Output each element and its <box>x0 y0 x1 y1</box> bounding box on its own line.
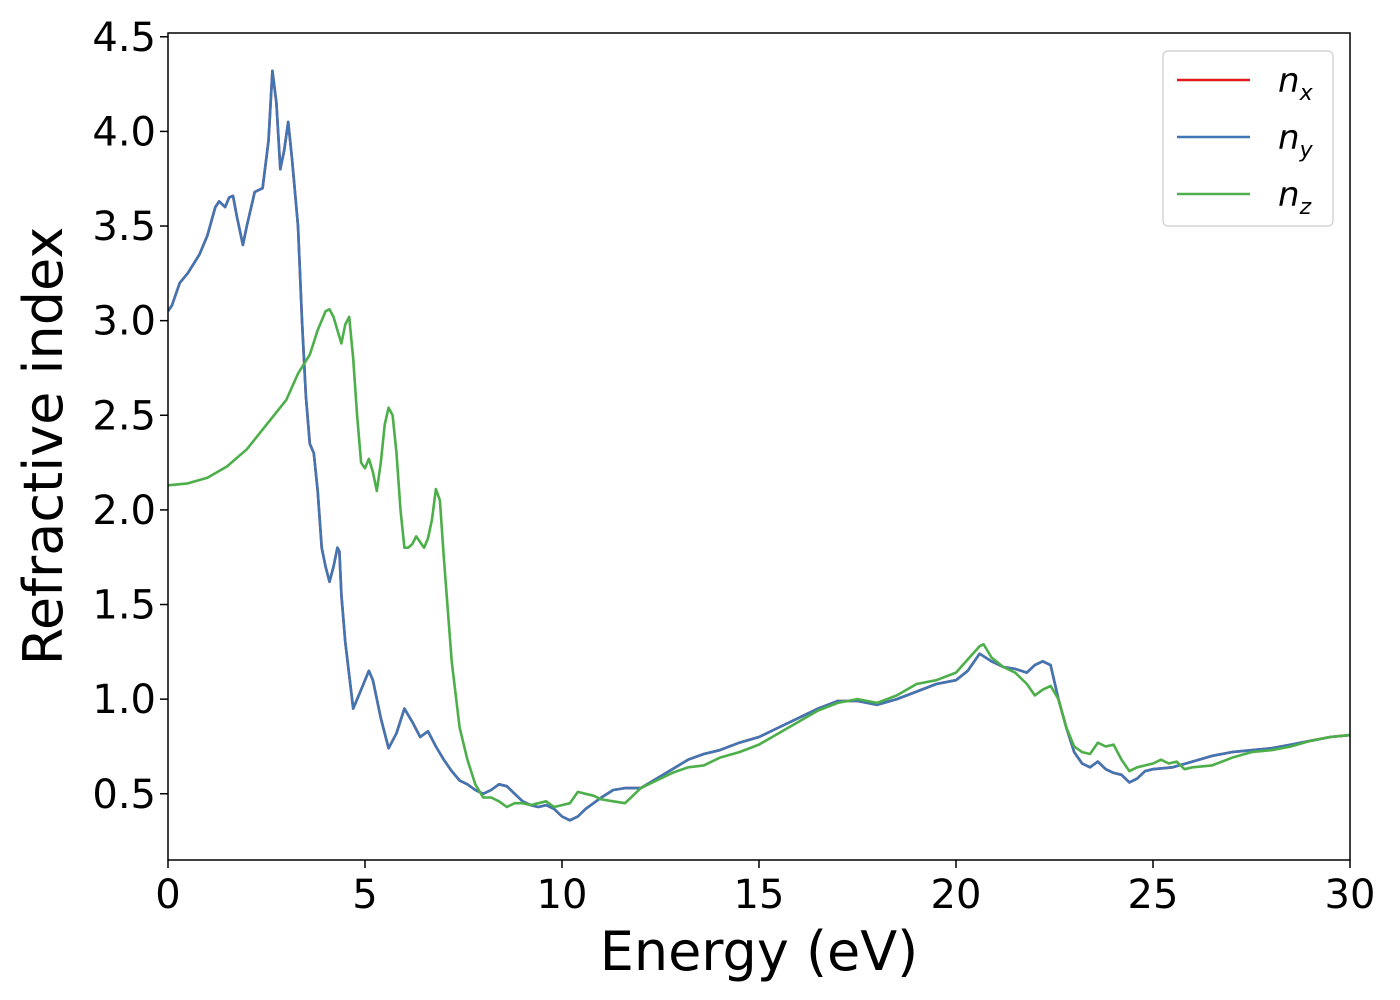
y-tick-label: 3.5 <box>92 204 156 250</box>
x-tick-label: 25 <box>1128 872 1179 918</box>
x-tick-label: 5 <box>352 872 377 918</box>
y-axis-title: Refractive index <box>12 227 75 666</box>
series-layer <box>168 69 1350 822</box>
y-tick-label: 0.5 <box>92 772 156 818</box>
x-tick-label: 15 <box>734 872 785 918</box>
x-tick-label: 30 <box>1325 872 1376 918</box>
y-tick-label: 2.0 <box>92 488 156 534</box>
y-axis-ticks: 0.5 1.0 1.5 2.0 2.5 3.0 3.5 4.0 4.5 <box>92 15 168 818</box>
y-tick-label: 1.0 <box>92 677 156 723</box>
y-tick-label: 1.5 <box>92 583 156 629</box>
legend-box <box>1162 50 1334 227</box>
y-tick-label: 4.5 <box>92 15 156 61</box>
x-axis-title: Energy (eV) <box>600 920 919 983</box>
series-line-y <box>168 69 1350 822</box>
x-tick-label: 20 <box>931 872 982 918</box>
x-tick-label: 10 <box>537 872 588 918</box>
y-tick-label: 2.5 <box>92 393 156 439</box>
x-axis-ticks: 0 5 10 15 20 25 30 <box>155 860 1375 918</box>
x-tick-label: 0 <box>155 872 180 918</box>
y-tick-label: 4.0 <box>92 109 156 155</box>
series-line-z <box>168 308 1350 809</box>
y-tick-label: 3.0 <box>92 299 156 345</box>
